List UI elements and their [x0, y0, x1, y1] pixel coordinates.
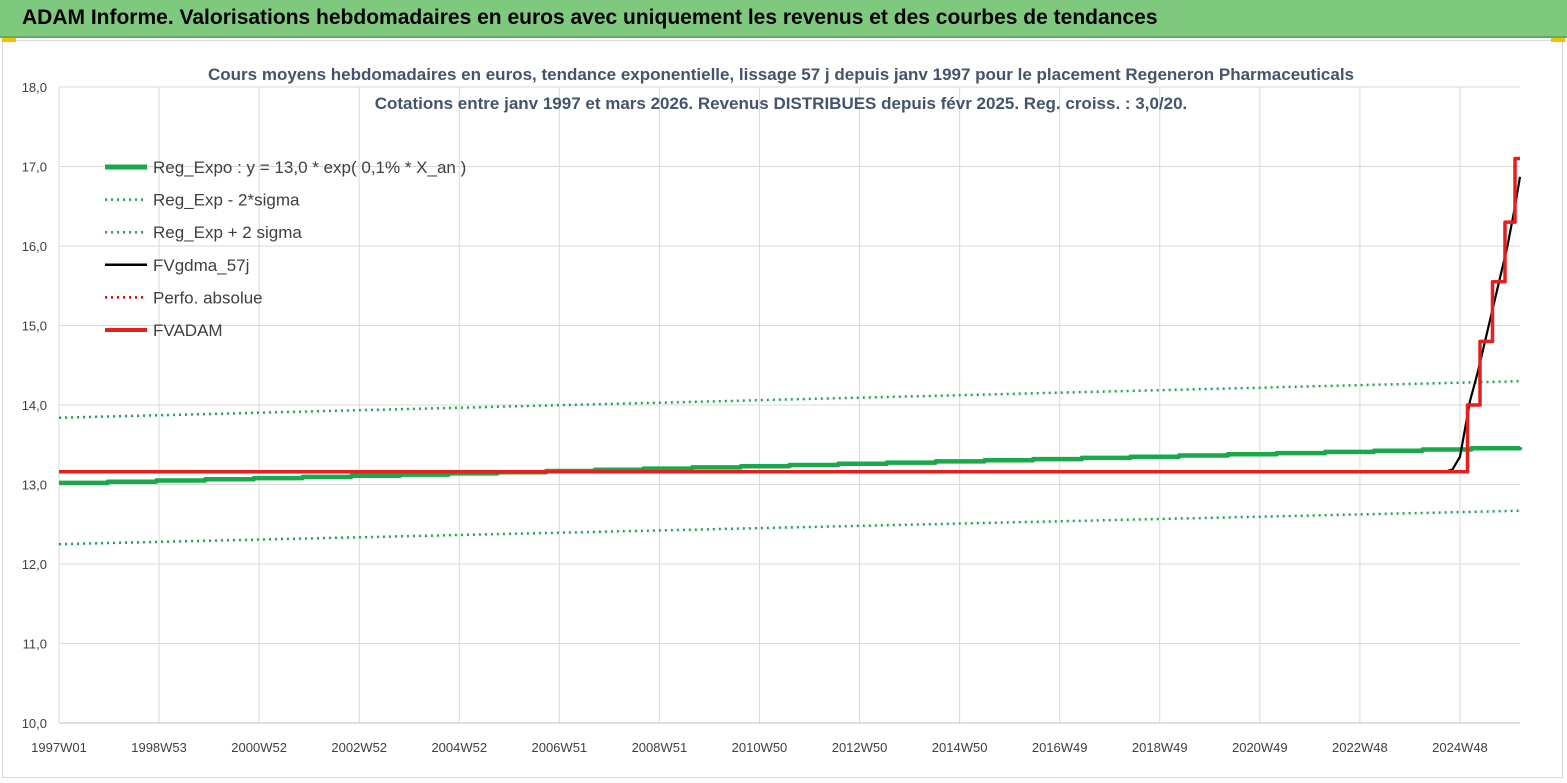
x-tick-label: 2000W52 — [231, 740, 287, 755]
y-tick-label: 11,0 — [23, 637, 47, 652]
legend-label: Reg_Exp + 2 sigma — [153, 223, 302, 242]
series-lines — [58, 156, 1523, 546]
y-tick-label: 10,0 — [22, 716, 47, 731]
line-chart: 10,0 11,0 12,0 13,0 14,0 15,0 16,0 17,0 18,0 1997… — [22, 65, 1523, 755]
x-tick-label: 1997W01 — [31, 740, 87, 755]
report-title: ADAM Informe. Valorisations hebdomadaire… — [22, 6, 1158, 29]
series-line-1 — [58, 509, 1521, 546]
y-tick-label: 16,0 — [22, 239, 47, 254]
x-tick-label: 2004W52 — [431, 740, 487, 755]
axes: 10,0 11,0 12,0 13,0 14,0 15,0 16,0 17,0 18,0 1997… — [22, 80, 1520, 755]
report-banner: ADAM Informe. Valorisations hebdomadaire… — [0, 0, 1567, 38]
legend-label: Perfo. absolue — [153, 288, 263, 307]
y-tick-label: 12,0 — [22, 557, 47, 572]
series-line-3 — [59, 176, 1522, 473]
gridlines — [58, 86, 1520, 724]
corner-marker — [1551, 38, 1565, 42]
x-tick-label: 1998W53 — [131, 740, 187, 755]
series-line-5 — [59, 156, 1520, 474]
x-tick-label: 2006W51 — [532, 740, 588, 755]
x-tick-label: 2018W49 — [1132, 740, 1188, 755]
legend-label: FVADAM — [153, 321, 223, 340]
x-tick-label: 2008W51 — [632, 740, 688, 755]
y-tick-label: 17,0 — [22, 160, 47, 175]
legend: Reg_Expo : y = 13,0 * exp( 0,1% * X_an )… — [105, 158, 466, 340]
legend-label: Reg_Expo : y = 13,0 * exp( 0,1% * X_an ) — [153, 158, 466, 177]
x-tick-label: 2010W50 — [732, 740, 788, 755]
x-tick-label: 2002W52 — [331, 740, 387, 755]
legend-label: FVgdma_57j — [153, 256, 249, 275]
x-tick-label: 2016W49 — [1032, 740, 1088, 755]
chart-title: Cours moyens hebdomadaires en euros, ten… — [208, 65, 1354, 113]
y-tick-label: 14,0 — [22, 398, 47, 413]
chart-title-line: Cotations entre janv 1997 et mars 2026. … — [375, 94, 1188, 113]
chart-title-line: Cours moyens hebdomadaires en euros, ten… — [208, 65, 1354, 84]
x-tick-label: 2014W50 — [932, 740, 988, 755]
chart-frame: 10,0 11,0 12,0 13,0 14,0 15,0 16,0 17,0 18,0 1997… — [2, 40, 1563, 778]
y-tick-label: 18,0 — [22, 80, 47, 95]
x-tick-label: 2024W48 — [1432, 740, 1488, 755]
corner-marker — [2, 38, 16, 42]
series-line-0 — [59, 446, 1523, 486]
x-tick-label: 2022W48 — [1332, 740, 1388, 755]
legend-label: Reg_Exp - 2*sigma — [153, 191, 300, 210]
y-tick-label: 15,0 — [22, 319, 47, 334]
x-tick-label: 2020W49 — [1232, 740, 1288, 755]
y-tick-label: 13,0 — [22, 478, 47, 493]
series-line-2 — [58, 379, 1521, 419]
x-tick-label: 2012W50 — [832, 740, 888, 755]
